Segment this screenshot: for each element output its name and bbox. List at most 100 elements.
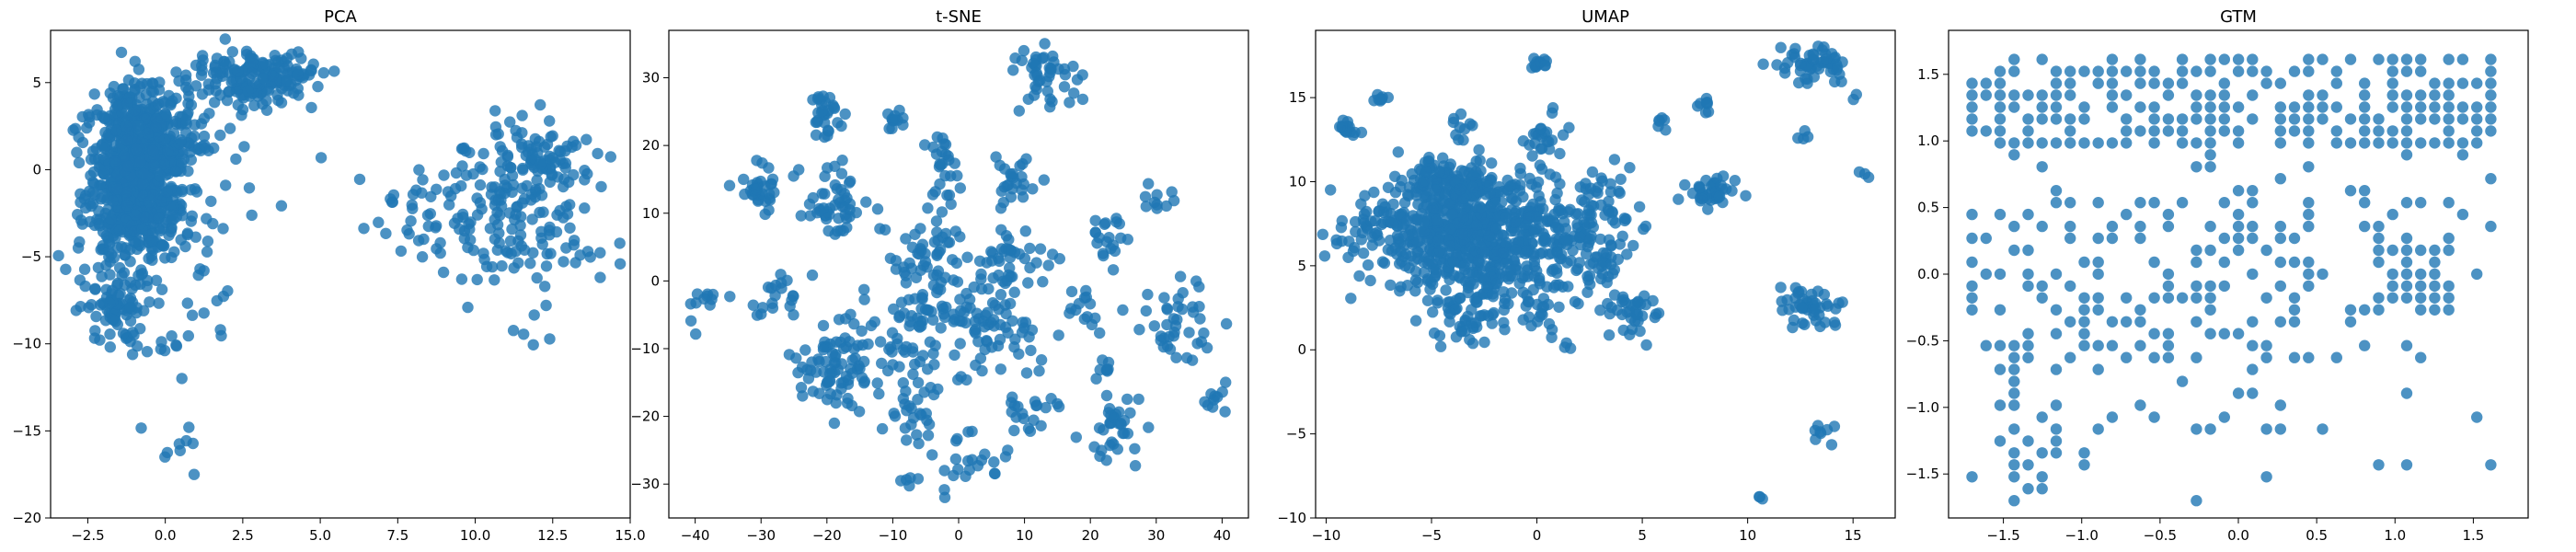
scatter-point xyxy=(1133,393,1144,406)
scatter-point xyxy=(471,209,484,221)
scatter-point xyxy=(317,67,329,79)
scatter-point xyxy=(989,299,1001,311)
scatter-point xyxy=(2288,101,2301,113)
scatter-point xyxy=(98,111,110,123)
scatter-point xyxy=(2359,113,2371,125)
scatter-point xyxy=(201,246,213,258)
scatter-point xyxy=(1317,228,1328,240)
scatter-point xyxy=(1604,178,1616,190)
scatter-point xyxy=(1345,293,1357,305)
scatter-point xyxy=(2204,101,2216,113)
scatter-point xyxy=(2050,328,2063,339)
scatter-point xyxy=(1994,65,2007,77)
scatter-point xyxy=(1394,237,1407,250)
scatter-point xyxy=(2078,459,2090,471)
scatter-point xyxy=(162,144,174,156)
scatter-point xyxy=(1010,177,1022,190)
scatter-point xyxy=(2218,232,2230,245)
scatter-point xyxy=(142,127,154,140)
scatter-point xyxy=(2400,149,2413,161)
scatter-point xyxy=(995,289,1007,301)
scatter-point xyxy=(1067,60,1079,73)
scatter-point xyxy=(211,66,223,78)
scatter-point xyxy=(2148,113,2160,125)
scatter-point xyxy=(1140,305,1152,317)
scatter-point xyxy=(969,325,981,338)
scatter-point xyxy=(563,176,575,189)
scatter-point xyxy=(1036,52,1049,64)
y-tick-label: 10 xyxy=(1289,173,1306,190)
scatter-point xyxy=(1470,155,1482,167)
scatter-point xyxy=(1121,234,1133,246)
scatter-point xyxy=(1966,77,1978,89)
scatter-point xyxy=(2344,185,2357,197)
scatter-point xyxy=(1603,205,1615,217)
scatter-point xyxy=(1382,181,1395,193)
scatter-point xyxy=(496,259,508,272)
x-tick-label: 30 xyxy=(1147,527,1165,544)
scatter-point xyxy=(2471,411,2483,423)
scatter-point xyxy=(1443,240,1455,252)
x-tick-label: −5 xyxy=(1421,527,1442,544)
scatter-point xyxy=(2303,197,2315,209)
scatter-point xyxy=(1008,399,1021,411)
scatter-point xyxy=(917,350,929,362)
scatter-point xyxy=(1604,259,1617,270)
scatter-point xyxy=(2078,304,2090,316)
scatter-point xyxy=(1792,132,1804,144)
scatter-point xyxy=(1039,38,1051,50)
x-tick-label: 7.5 xyxy=(386,527,408,544)
scatter-point xyxy=(1966,125,1978,137)
scatter-point xyxy=(1076,93,1089,106)
scatter-point xyxy=(526,213,538,225)
scatter-point xyxy=(2036,411,2048,423)
scatter-point xyxy=(951,169,963,182)
scatter-point xyxy=(1473,144,1485,156)
scatter-point xyxy=(1521,289,1533,302)
scatter-point xyxy=(2415,268,2427,281)
scatter-point xyxy=(2092,339,2104,351)
scatter-point xyxy=(747,299,759,311)
scatter-point xyxy=(2288,316,2301,328)
scatter-point xyxy=(130,144,143,155)
scatter-point xyxy=(937,303,949,315)
scatter-point xyxy=(1757,58,1769,70)
scatter-point xyxy=(1694,181,1706,194)
scatter-point xyxy=(1396,255,1408,268)
scatter-point xyxy=(1025,344,1037,357)
scatter-point xyxy=(238,141,250,153)
scatter-point xyxy=(421,209,434,222)
scatter-point xyxy=(1543,135,1555,148)
scatter-point xyxy=(2148,101,2160,113)
scatter-point xyxy=(2443,232,2455,245)
scatter-point xyxy=(941,190,953,201)
scatter-point xyxy=(2008,149,2020,161)
scatter-point xyxy=(2022,459,2034,471)
scatter-point xyxy=(2176,137,2189,149)
scatter-point xyxy=(2443,125,2455,137)
scatter-point xyxy=(951,432,963,445)
scatter-point xyxy=(2134,339,2146,351)
panel-title: t-SNE xyxy=(936,7,982,27)
scatter-point xyxy=(1779,67,1791,79)
scatter-point xyxy=(2456,137,2469,149)
scatter-point xyxy=(2162,113,2175,125)
scatter-point xyxy=(1133,324,1145,336)
scatter-point xyxy=(2400,65,2413,77)
scatter-point xyxy=(1466,338,1479,350)
scatter-point xyxy=(1005,191,1018,203)
scatter-point xyxy=(723,179,736,191)
scatter-point xyxy=(1782,57,1794,69)
scatter-point xyxy=(1117,304,1129,316)
scatter-point xyxy=(939,169,951,182)
scatter-point xyxy=(2274,101,2286,113)
scatter-point xyxy=(217,290,230,303)
scatter-point xyxy=(2373,292,2385,304)
scatter-point xyxy=(2303,161,2315,173)
scatter-point xyxy=(105,213,117,225)
scatter-point xyxy=(275,200,288,212)
scatter-point xyxy=(581,167,593,180)
scatter-point xyxy=(844,336,856,348)
scatter-point xyxy=(1776,295,1788,307)
scatter-point xyxy=(2359,197,2371,209)
